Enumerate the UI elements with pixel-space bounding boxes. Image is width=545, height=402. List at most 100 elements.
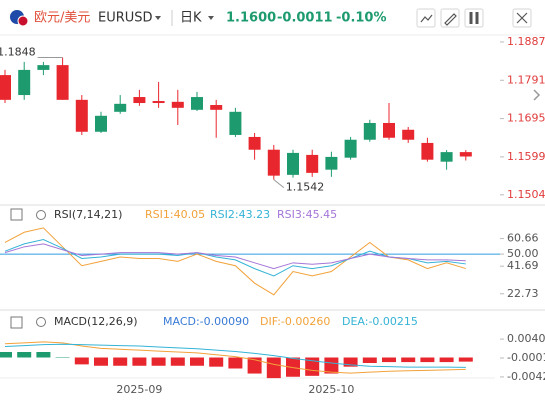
indicator-title: RSI(7,14,21) xyxy=(54,208,122,221)
macd-bar xyxy=(132,357,147,366)
macd-bar xyxy=(305,357,320,376)
line-tool-icon[interactable] xyxy=(420,14,433,23)
macd-bar xyxy=(151,357,166,366)
tool-button[interactable] xyxy=(416,8,436,28)
x-tick-label: 2025-10 xyxy=(308,383,354,396)
y-tick-label: 1.1887 xyxy=(507,35,545,48)
price: 1.1600 xyxy=(226,11,276,26)
candle-body xyxy=(95,115,107,132)
macd-bar xyxy=(36,352,51,358)
candle-body xyxy=(383,122,395,138)
candle-body xyxy=(440,152,453,162)
macd-bar xyxy=(362,357,377,363)
macd-header: MACD(12,26,9) xyxy=(10,315,138,329)
header: 欧元/美元 EURUSD 日K 1.1600 -0.0011 -0.10% xyxy=(10,8,532,28)
macd-bar xyxy=(439,357,454,363)
period[interactable]: 日K xyxy=(180,11,202,26)
legend-entry: RSI1:40.05 xyxy=(145,208,205,221)
y-tick-label: 41.69 xyxy=(507,259,539,272)
change-pct: -0.10% xyxy=(336,11,387,26)
tool-button[interactable] xyxy=(464,8,484,28)
y-tick-label: 0.00402 xyxy=(507,332,545,345)
candle-body xyxy=(229,111,242,135)
tool-button[interactable] xyxy=(440,8,460,28)
legend-entry: DEA:-0.00215 xyxy=(342,315,418,328)
high-annotation: 1.1848 xyxy=(0,46,36,59)
legend-entry: RSI2:43.23 xyxy=(210,208,270,221)
macd-line xyxy=(4,343,466,368)
legend-entry: MACD:-0.00090 xyxy=(163,315,249,328)
y-tick-label: 1.1504 xyxy=(507,188,545,201)
macd-bar xyxy=(94,357,108,366)
candle-body xyxy=(306,154,319,173)
flag-icon xyxy=(17,15,29,27)
tool-button[interactable] xyxy=(512,8,532,28)
macd-bar xyxy=(420,357,435,363)
candle-body xyxy=(37,65,50,70)
candle-body xyxy=(248,136,261,150)
collapse-icon[interactable] xyxy=(10,208,23,221)
macd-bar xyxy=(382,357,396,363)
dropdown-icon[interactable] xyxy=(208,16,214,20)
candle-body xyxy=(191,97,203,110)
candle-body xyxy=(325,156,338,170)
symbol[interactable]: EURUSD xyxy=(98,11,153,26)
macd-bar xyxy=(209,357,224,367)
macd-bar xyxy=(247,357,262,374)
rsi-header: RSI(7,14,21) xyxy=(10,208,122,221)
y-tick-label: 22.73 xyxy=(507,287,539,300)
macd-bar xyxy=(401,357,416,363)
candle-body xyxy=(267,149,280,176)
candle-body xyxy=(287,152,299,175)
candle-body xyxy=(421,142,434,160)
macd-bar xyxy=(0,352,12,358)
y-tick-label: 1.1599 xyxy=(507,150,545,163)
candle-body xyxy=(171,101,184,108)
pair-name[interactable]: 欧元/美元 xyxy=(34,11,90,26)
x-tick-label: 2025-09 xyxy=(116,383,162,396)
candle-body xyxy=(0,75,11,100)
macd-bar xyxy=(458,357,473,362)
dropdown-icon[interactable] xyxy=(155,16,161,20)
scroll-icon[interactable] xyxy=(533,89,541,101)
macd-bar xyxy=(343,357,358,367)
macd-bar xyxy=(228,357,243,369)
fullscreen-icon[interactable] xyxy=(516,12,528,24)
macd-line xyxy=(4,341,466,374)
candle-body xyxy=(459,152,472,157)
macd-bar xyxy=(17,352,32,358)
candle-body xyxy=(152,101,165,104)
legend-entry: DIF:-0.00260 xyxy=(260,315,330,328)
macd-bar xyxy=(74,357,89,365)
y-tick-label: 1.1791 xyxy=(507,73,545,86)
collapse-icon[interactable] xyxy=(10,316,23,329)
rsi-line xyxy=(4,243,466,270)
macd-bar xyxy=(266,357,281,379)
rsi-line xyxy=(4,227,466,296)
macd-bar xyxy=(113,357,128,366)
y-tick-label: -0.00424 xyxy=(507,370,545,383)
change: -0.0011 xyxy=(277,11,333,26)
y-tick-label: 60.66 xyxy=(507,232,539,245)
macd-bar xyxy=(190,357,204,366)
indicator-icon[interactable] xyxy=(469,12,479,24)
candle-body xyxy=(402,129,415,140)
candle-body xyxy=(56,65,69,100)
low-annotation: 1.1542 xyxy=(286,181,325,194)
macd-bar xyxy=(170,357,185,366)
candle-body xyxy=(114,103,127,112)
y-tick-label: 50.00 xyxy=(507,247,539,260)
candle-body xyxy=(18,69,31,96)
draw-tool-icon[interactable] xyxy=(444,13,457,26)
settings-icon[interactable] xyxy=(36,317,46,327)
y-tick-label: -0.00011 xyxy=(507,351,545,364)
candle-body xyxy=(363,122,376,140)
annotation-line xyxy=(273,179,285,189)
candle-body xyxy=(133,97,146,104)
indicator-title: MACD(12,26,9) xyxy=(54,315,138,328)
candle-body xyxy=(75,99,88,132)
settings-icon[interactable] xyxy=(36,210,46,220)
candle-body xyxy=(210,105,223,110)
legend-entry: RSI3:45.45 xyxy=(277,208,337,221)
candle-body xyxy=(344,139,357,158)
